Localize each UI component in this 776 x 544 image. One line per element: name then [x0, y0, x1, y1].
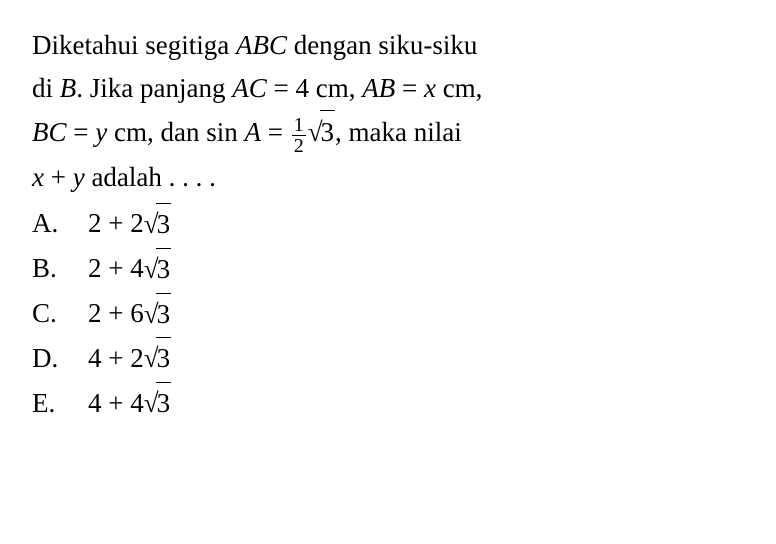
- sqrt-value: 3: [156, 337, 172, 380]
- fraction-numerator: 1: [292, 115, 306, 136]
- eq-text: =: [395, 73, 424, 103]
- problem-line-1: Diketahui segitiga ABC dengan siku-siku: [32, 24, 744, 67]
- triangle-name: ABC: [236, 30, 287, 60]
- text-suffix: dengan siku-siku: [287, 30, 477, 60]
- option-value: 2 + 4√3: [88, 248, 171, 291]
- problem-statement: Diketahui segitiga ABC dengan siku-siku …: [32, 24, 744, 199]
- var-x: x: [424, 73, 436, 103]
- option-value: 4 + 2√3: [88, 337, 171, 380]
- var-y: y: [95, 117, 107, 147]
- answer-options: A. 2 + 2√3 B. 2 + 4√3 C. 2 + 6√3 D. 4 + …: [32, 203, 744, 425]
- eq-text: = 4 cm,: [267, 73, 362, 103]
- fraction-denominator: 2: [292, 136, 306, 156]
- option-label: D.: [32, 338, 88, 380]
- option-e: E. 4 + 4√3: [32, 382, 744, 425]
- problem-line-4: x + y adalah . . . .: [32, 156, 744, 199]
- sqrt-expression: √3: [144, 382, 171, 425]
- sqrt-expression: √3: [144, 203, 171, 246]
- var-y: y: [73, 162, 85, 192]
- side-ac: AC: [232, 73, 267, 103]
- problem-line-2: di B. Jika panjang AC = 4 cm, AB = x cm,: [32, 67, 744, 110]
- option-prefix: 2 + 2: [88, 203, 144, 245]
- option-prefix: 2 + 6: [88, 293, 144, 335]
- option-value: 2 + 2√3: [88, 203, 171, 246]
- side-bc: BC: [32, 117, 67, 147]
- option-value: 2 + 6√3: [88, 293, 171, 336]
- eq-text: =: [261, 117, 290, 147]
- option-prefix: 4 + 2: [88, 338, 144, 380]
- sqrt-value: 3: [156, 382, 172, 425]
- sqrt-expression: √3: [144, 293, 171, 336]
- text-suffix: adalah . . . .: [85, 162, 216, 192]
- option-label: C.: [32, 293, 88, 335]
- option-d: D. 4 + 2√3: [32, 337, 744, 380]
- text-suffix: , maka nilai: [335, 117, 462, 147]
- option-label: B.: [32, 248, 88, 290]
- text-mid: cm, dan sin: [107, 117, 244, 147]
- sqrt-value: 3: [156, 293, 172, 336]
- var-x: x: [32, 162, 44, 192]
- option-a: A. 2 + 2√3: [32, 203, 744, 246]
- option-c: C. 2 + 6√3: [32, 293, 744, 336]
- plus-sign: +: [44, 162, 73, 192]
- side-ab: AB: [362, 73, 395, 103]
- sqrt-value: 3: [156, 203, 172, 246]
- fraction: 12: [292, 115, 306, 156]
- option-label: E.: [32, 383, 88, 425]
- sqrt-expression: √3: [144, 248, 171, 291]
- option-prefix: 4 + 4: [88, 383, 144, 425]
- sqrt-value: 3: [156, 248, 172, 291]
- text-prefix: di: [32, 73, 60, 103]
- option-value: 4 + 4√3: [88, 382, 171, 425]
- eq-text: =: [67, 117, 96, 147]
- problem-line-3: BC = y cm, dan sin A = 12√3, maka nilai: [32, 110, 744, 155]
- text-suffix: cm,: [436, 73, 483, 103]
- option-prefix: 2 + 4: [88, 248, 144, 290]
- sqrt-expression: √3: [144, 337, 171, 380]
- text-prefix: Diketahui segitiga: [32, 30, 236, 60]
- option-label: A.: [32, 203, 88, 245]
- vertex-b: B: [60, 73, 77, 103]
- text-mid: . Jika panjang: [76, 73, 232, 103]
- angle-a: A: [244, 117, 261, 147]
- option-b: B. 2 + 4√3: [32, 248, 744, 291]
- sqrt-value: 3: [320, 110, 336, 154]
- sqrt-expression: √3: [308, 110, 335, 154]
